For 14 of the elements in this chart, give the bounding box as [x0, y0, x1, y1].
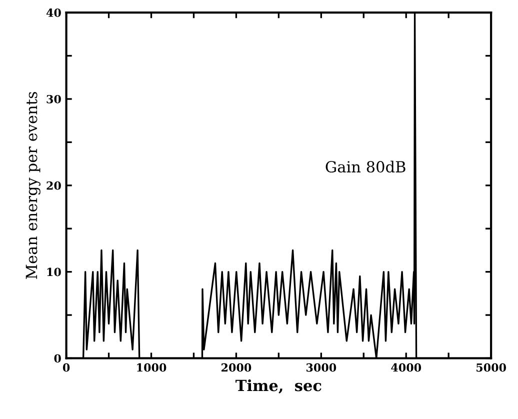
y-tick-label: 20 — [46, 181, 61, 190]
x-tick-label: 0 — [62, 363, 70, 372]
y-tick-label: 10 — [47, 268, 61, 276]
y-tick-label: 0 — [54, 354, 61, 363]
annotation: Gain 80dB — [326, 160, 406, 173]
x-tick-label: 4000 — [391, 363, 422, 372]
x-tick-label: 3000 — [306, 363, 336, 372]
y-tick-label: 30 — [46, 94, 61, 104]
x-tick-label: 2000 — [221, 363, 252, 372]
x-tick-label: 5000 — [476, 363, 506, 372]
x-axis-title: Time, sec — [236, 379, 322, 394]
y-tick-label: 40 — [46, 8, 61, 17]
y-axis-title: Mean energy per events — [26, 92, 40, 279]
x-tick-label: 1000 — [137, 363, 166, 372]
